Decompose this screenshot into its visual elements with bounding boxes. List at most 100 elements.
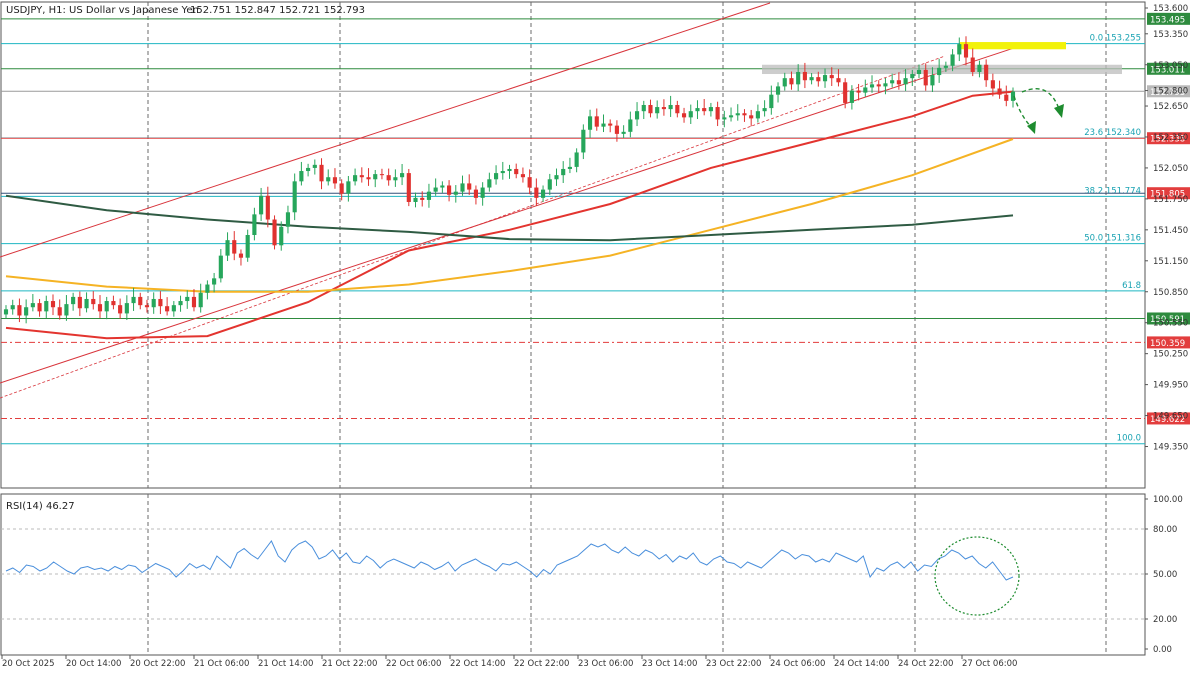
candle-body xyxy=(178,301,183,306)
candle-body xyxy=(990,80,995,89)
candle-body xyxy=(608,123,613,126)
candle-body xyxy=(346,181,351,194)
candle-body xyxy=(708,107,713,112)
candle-body xyxy=(30,303,35,308)
candle-body xyxy=(587,116,593,130)
candle-body xyxy=(762,108,767,112)
candle-body xyxy=(722,117,727,120)
candle-body xyxy=(735,113,740,116)
time-tick-label: 20 Oct 14:00 xyxy=(66,659,121,669)
candle-body xyxy=(789,78,794,85)
price-level-value: 153.495 xyxy=(1150,15,1185,25)
candle-body xyxy=(688,111,693,118)
candle-body xyxy=(950,54,955,66)
time-tick-label: 22 Oct 22:00 xyxy=(514,659,569,669)
candle-body xyxy=(943,65,948,68)
time-tick-label: 27 Oct 06:00 xyxy=(962,659,1017,669)
rsi-tick-label: 50.00 xyxy=(1153,570,1177,580)
candle-body xyxy=(728,115,734,118)
candle-body xyxy=(883,83,888,87)
time-tick-label: 24 Oct 14:00 xyxy=(834,659,889,669)
candle-body xyxy=(930,75,935,86)
price-level-value: 153.011 xyxy=(1150,65,1185,75)
price-tick-label: 150.850 xyxy=(1153,288,1188,298)
candle-body xyxy=(675,104,680,114)
price-tick-label: 152.350 xyxy=(1153,133,1188,143)
price-tick-label: 150.550 xyxy=(1153,319,1188,329)
candle-body xyxy=(984,64,989,81)
price-tick-label: 151.150 xyxy=(1153,257,1188,267)
candle-body xyxy=(353,175,358,182)
candle-body xyxy=(869,84,875,88)
candle-body xyxy=(702,108,707,112)
price-level-value: 152.338 xyxy=(1150,135,1185,145)
candle-body xyxy=(547,179,552,190)
candle-body xyxy=(970,57,975,72)
time-tick-label: 24 Oct 22:00 xyxy=(898,659,953,669)
last-price-tag xyxy=(1147,85,1190,98)
rsi-tick-label: 100.00 xyxy=(1153,495,1183,505)
fib-level-label: 0.0 153.255 xyxy=(1090,34,1141,44)
candle-body xyxy=(433,187,438,192)
time-tick-label: 20 Oct 22:00 xyxy=(130,659,185,669)
candle-body xyxy=(829,75,834,79)
time-tick-label: 23 Oct 14:00 xyxy=(642,659,697,669)
time-tick-label: 21 Oct 06:00 xyxy=(194,659,249,669)
candle-body xyxy=(628,119,633,132)
price-level-value: 150.359 xyxy=(1150,339,1185,349)
rsi-line xyxy=(5,540,1014,581)
candle-body xyxy=(661,107,666,110)
candle-body xyxy=(856,90,861,93)
price-level-value: 151.805 xyxy=(1150,190,1185,200)
time-tick-label: 22 Oct 06:00 xyxy=(386,659,441,669)
candle-body xyxy=(849,90,854,103)
candle-body xyxy=(641,104,646,112)
candle-body xyxy=(937,67,942,76)
channel-mid-line xyxy=(0,55,946,399)
candle-body xyxy=(494,173,499,180)
candle-body xyxy=(191,296,197,308)
candle-body xyxy=(212,278,217,285)
fib-level-label: 61.8 xyxy=(1122,281,1141,291)
candle-body xyxy=(44,301,49,312)
candle-body xyxy=(715,107,720,120)
candle-body xyxy=(896,80,901,85)
candle-body xyxy=(453,191,458,195)
price-tick-label: 152.050 xyxy=(1153,164,1188,174)
candle-body xyxy=(1004,94,1009,101)
candle-body xyxy=(836,78,841,83)
candle-body xyxy=(520,174,525,178)
price-tick-label: 151.750 xyxy=(1153,195,1188,205)
candle-body xyxy=(843,82,848,103)
time-tick-label: 24 Oct 06:00 xyxy=(770,659,825,669)
forecast-arrow-head xyxy=(1054,104,1064,118)
candle-body xyxy=(165,306,170,312)
candle-body xyxy=(594,116,599,127)
candle-body xyxy=(272,219,277,246)
time-tick-label: 21 Oct 22:00 xyxy=(322,659,377,669)
candle-body xyxy=(198,292,203,308)
candle-body xyxy=(554,175,559,180)
candle-body xyxy=(50,301,56,308)
candle-body xyxy=(406,173,411,202)
candle-body xyxy=(326,177,331,182)
forecast-arrow-path xyxy=(1013,95,1033,129)
price-tick-label: 153.050 xyxy=(1153,61,1188,71)
channel-upper-line xyxy=(0,2,771,258)
candle-body xyxy=(299,171,304,182)
candle-body xyxy=(57,307,62,316)
candle-body xyxy=(769,94,774,109)
candle-body xyxy=(144,305,150,308)
candle-body xyxy=(527,177,532,188)
candle-body xyxy=(245,235,250,258)
time-tick-label: 20 Oct 2025 xyxy=(2,659,55,669)
candle-body xyxy=(259,195,264,215)
price-tick-label: 153.600 xyxy=(1153,4,1188,14)
candle-body xyxy=(104,301,109,312)
price-level-tag xyxy=(1147,187,1190,200)
candle-body xyxy=(386,175,391,181)
moving-average-mid xyxy=(5,138,1014,293)
rsi-tick-label: 20.00 xyxy=(1153,615,1177,625)
candle-body xyxy=(540,189,546,198)
candle-body xyxy=(903,78,908,85)
